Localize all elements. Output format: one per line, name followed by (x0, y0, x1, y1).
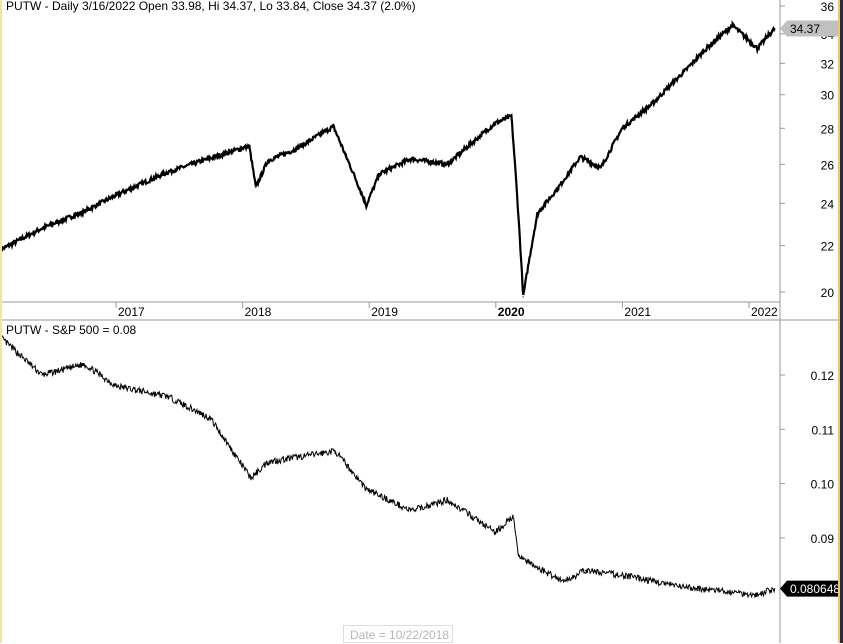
price-data-point (332, 125, 335, 128)
price-data-point (167, 171, 169, 173)
ratio-data-point (494, 531, 496, 534)
price-series-line (0, 20, 776, 296)
x-tick-label: 2018 (245, 305, 272, 319)
window-edge (840, 0, 843, 643)
ratio-y-tick-label: 0.09 (811, 532, 835, 546)
ratio-data-point (250, 477, 252, 479)
ratio-data-point (41, 374, 43, 376)
x-tick-label: 2020 (498, 305, 525, 319)
ratio-y-tick-label: 0.10 (811, 478, 835, 492)
price-data-point (115, 194, 117, 196)
price-data-point (365, 204, 367, 206)
price-data-point (684, 70, 686, 72)
price-data-point (621, 127, 623, 129)
ratio-data-point (732, 591, 734, 593)
ratio-data-point (512, 515, 514, 517)
ratio-data-point (517, 553, 519, 555)
price-data-point (41, 227, 43, 229)
x-tick-label: 2021 (624, 305, 651, 319)
ratio-data-point (774, 588, 776, 590)
ratio-data-point (210, 417, 212, 420)
price-data-point (756, 47, 758, 49)
price-data-point (557, 186, 560, 188)
ratio-data-point (563, 580, 565, 582)
price-data-point (248, 145, 250, 147)
price-y-tick-label: 28 (821, 122, 835, 136)
ratio-data-point (446, 499, 449, 501)
price-y-tick-label: 32 (821, 57, 835, 71)
price-data-point (600, 167, 602, 169)
ratio-data-point (678, 586, 681, 588)
price-data-point (494, 122, 496, 124)
price-data-point (652, 102, 654, 104)
price-data-point (510, 115, 512, 117)
ratio-data-point (584, 569, 586, 572)
x-tick-label: 2019 (371, 305, 398, 319)
right-border (838, 0, 840, 643)
price-data-point (255, 186, 257, 188)
price-data-point (579, 156, 581, 158)
price-y-tick-label: 20 (821, 286, 835, 300)
x-tick-label: 2022 (751, 305, 778, 319)
ratio-last-value-label: 0.080648 (790, 582, 840, 596)
price-data-point (706, 47, 708, 49)
ratio-data-point (756, 594, 758, 596)
price-data-point (344, 154, 347, 156)
ratio-last-value-marker (780, 580, 838, 597)
price-last-value-label: 34.37 (790, 22, 820, 36)
price-last-value-marker (780, 20, 838, 37)
price-data-point (410, 158, 412, 160)
price-data-point (446, 163, 449, 165)
ratio-y-tick-label: 0.12 (811, 369, 835, 383)
x-tick-label: 2017 (118, 305, 145, 319)
ratio-data-point (115, 385, 117, 387)
price-data-point (83, 210, 85, 213)
ratio-data-point (167, 396, 169, 398)
ratio-series-line (0, 335, 776, 599)
price-data-point (536, 212, 538, 215)
price-y-tick-label: 26 (821, 158, 835, 172)
ratio-data-point (267, 461, 269, 463)
price-data-point (267, 160, 269, 162)
ratio-data-point (531, 564, 533, 566)
left-border (0, 0, 2, 643)
ratio-data-point (334, 450, 336, 452)
price-y-tick-label: 30 (821, 89, 835, 103)
price-data-point (294, 149, 296, 151)
price-y-tick-label: 24 (821, 197, 835, 211)
ratio-y-tick-label: 0.11 (812, 423, 835, 437)
ratio-chart-title: PUTW - S&P 500 = 0.08 (6, 323, 137, 337)
ratio-data-point (626, 575, 628, 577)
ratio-data-point (410, 510, 412, 512)
price-data-point (378, 173, 381, 175)
price-data-point (732, 24, 734, 26)
ratio-data-point (83, 363, 85, 365)
date-tooltip: Date = 10/22/2018 (343, 625, 453, 643)
ratio-data-point (365, 488, 367, 490)
price-data-point (522, 296, 524, 298)
price-y-tick-label: 36 (821, 0, 835, 14)
price-data-point (774, 27, 776, 30)
price-chart-title: PUTW - Daily 3/16/2022 Open 33.98, Hi 34… (6, 0, 416, 13)
price-y-tick-label: 22 (821, 240, 835, 254)
